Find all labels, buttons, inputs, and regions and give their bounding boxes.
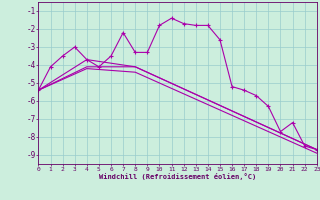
X-axis label: Windchill (Refroidissement éolien,°C): Windchill (Refroidissement éolien,°C) bbox=[99, 173, 256, 180]
